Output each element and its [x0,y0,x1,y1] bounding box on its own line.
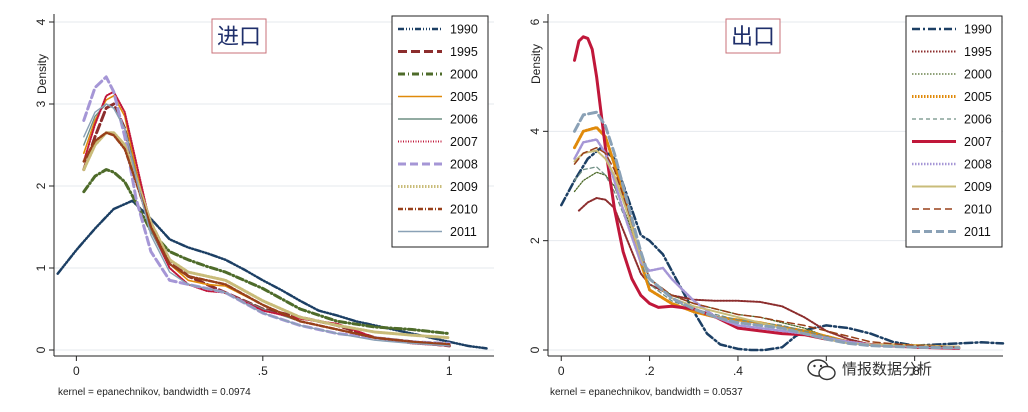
chart-title-text-import: 进口 [217,25,261,50]
legend-import: 1990 1995 2000 2005 2006 2007 2008 2009 2010 2011 [391,15,489,248]
x-ticks-import: 0.5 1 [73,356,453,378]
legend-label-export-2010: 2010 [964,203,992,217]
y-axis-title-import: Density [35,54,49,94]
chart-title-export: 出口 [725,18,781,54]
y-tick-label-import: 2 [34,182,48,189]
legend-label-export-2009: 2009 [964,180,992,194]
x-tick-label-export: .4 [733,364,743,378]
chart-title-text-export: 出口 [731,25,775,50]
legend-label-import-2010: 2010 [450,203,478,217]
x-tick-label-export: 0 [558,364,565,378]
legend-label-import-2011: 2011 [450,225,477,239]
legend-label-export-2000: 2000 [964,68,992,82]
legend-label-export-1990: 1990 [964,23,992,37]
chart-title-frame-export [725,18,781,54]
legend-label-import-2005: 2005 [450,90,478,104]
y-tick-label-import: 0 [34,346,48,353]
series-line-import-2011 [83,103,450,347]
series-line-export-1995 [577,197,960,350]
kernel-note-import: kernel = epanechnikov, bandwidth = 0.097… [58,387,251,398]
y-tick-label-import: 4 [34,18,48,25]
x-tick-label-export: .2 [645,364,655,378]
legend-label-export-2008: 2008 [964,158,992,172]
legend-label-import-1990: 1990 [450,23,478,37]
y-tick-label-import: 1 [34,264,48,271]
legend-label-export-1995: 1995 [964,45,992,59]
y-axis-title-export: Density [529,44,543,84]
legend-label-import-2007: 2007 [450,135,478,149]
wechat-icon [807,359,836,381]
series-group-export [560,35,1005,352]
x-tick-label-export: .8 [910,364,920,378]
legend-label-import-2009: 2009 [450,180,478,194]
legend-label-import-1995: 1995 [450,45,478,59]
y-ticks-import: 0 1 2 3 4 [34,18,54,353]
legend-label-import-2008: 2008 [450,158,478,172]
watermark-text: 情报数据分析 [842,360,932,378]
y-tick-label-export: 4 [528,128,542,135]
y-tick-label-export: 0 [528,346,542,353]
chart-title-import: 进口 [211,18,267,54]
y-tick-label-export: 2 [528,237,542,244]
x-tick-label-import: 0 [73,364,80,378]
legend-label-import-2000: 2000 [450,68,478,82]
x-tick-label-import: .5 [258,364,268,378]
series-line-import-2009 [82,131,451,340]
y-tick-label-export: 6 [528,18,542,25]
y-ticks-export: 0 2 4 6 [528,18,548,353]
series-line-export-2010 [573,146,960,349]
y-tick-label-import: 3 [34,100,48,107]
legend-label-export-2011: 2011 [964,225,991,239]
x-tick-label-import: 1 [446,364,453,378]
series-line-import-2000 [82,168,451,336]
series-line-import-2010 [82,131,451,346]
legend-label-export-2006: 2006 [964,113,992,127]
legend-label-import-2006: 2006 [450,113,478,127]
legend-label-export-2005: 2005 [964,90,992,104]
legend-export: 1990 1995 2000 2005 2006 2007 2008 2009 2010 2011 [905,15,1003,248]
series-line-export-2011 [573,110,961,350]
series-group-import [56,75,488,350]
kernel-note-export: kernel = epanechnikov, bandwidth = 0.053… [550,387,743,398]
chart-title-frame-import [211,18,267,54]
watermark: 情报数据分析 [807,359,932,381]
legend-frame-export [905,15,1003,248]
legend-label-export-2007: 2007 [964,135,992,149]
